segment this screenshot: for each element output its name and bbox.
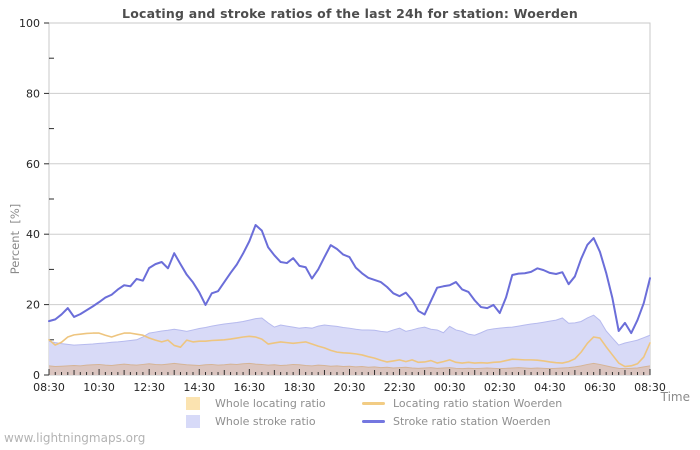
legend-swatch-whole-locating [186,396,200,410]
legend-swatch-stroke-station [362,419,385,423]
y-axis-label: Percent [%] [8,203,22,275]
chart-title: Locating and stroke ratios of the last 2… [122,6,578,21]
x-tick-label: 20:30 [334,381,366,394]
area-edge-whole-stroke [48,314,651,346]
series-line-stroke-station [48,224,651,335]
legend-label: Whole locating ratio [215,396,326,410]
y-tick-label: 80 [26,87,40,100]
legend-swatch-locating-station [362,401,385,405]
legend-item-stroke-station: Stroke ratio station Woerden [362,412,562,430]
watermark: www.lightningmaps.org [4,431,146,445]
legend-label: Locating ratio station Woerden [393,396,563,410]
x-tick-label: 06:30 [584,381,616,394]
legend-item-locating-station: Locating ratio station Woerden [362,394,562,412]
x-tick-label: 08:30 [634,381,666,394]
x-tick-label: 00:30 [434,381,466,394]
area-whole-stroke [49,315,650,375]
x-tick-label: 10:30 [83,381,115,394]
x-tick-label: 22:30 [384,381,416,394]
x-tick-label: 04:30 [534,381,566,394]
y-tick-label: 20 [26,299,40,312]
x-tick-label: 14:30 [183,381,215,394]
x-axis-label: Time [660,390,690,404]
area-edge-whole-locating [48,362,651,370]
x-tick-label: 18:30 [284,381,316,394]
legend-label: Stroke ratio station Woerden [393,414,551,428]
legend-label: Whole stroke ratio [215,414,316,428]
y-tick-label: 40 [26,228,40,241]
chart-legend: Whole locating ratio Whole stroke ratio … [186,394,562,430]
y-tick-label: 0 [33,369,40,382]
legend-swatch-whole-stroke [186,414,200,428]
x-tick-label: 16:30 [233,381,265,394]
series-line-locating-station [48,332,651,368]
x-tick-label: 02:30 [484,381,516,394]
legend-item-whole-locating: Whole locating ratio [186,394,362,412]
legend-item-whole-stroke: Whole stroke ratio [186,412,362,430]
x-tick-label: 08:30 [33,381,65,394]
y-tick-label: 100 [19,17,40,30]
y-tick-label: 60 [26,158,40,171]
x-tick-label: 12:30 [133,381,165,394]
